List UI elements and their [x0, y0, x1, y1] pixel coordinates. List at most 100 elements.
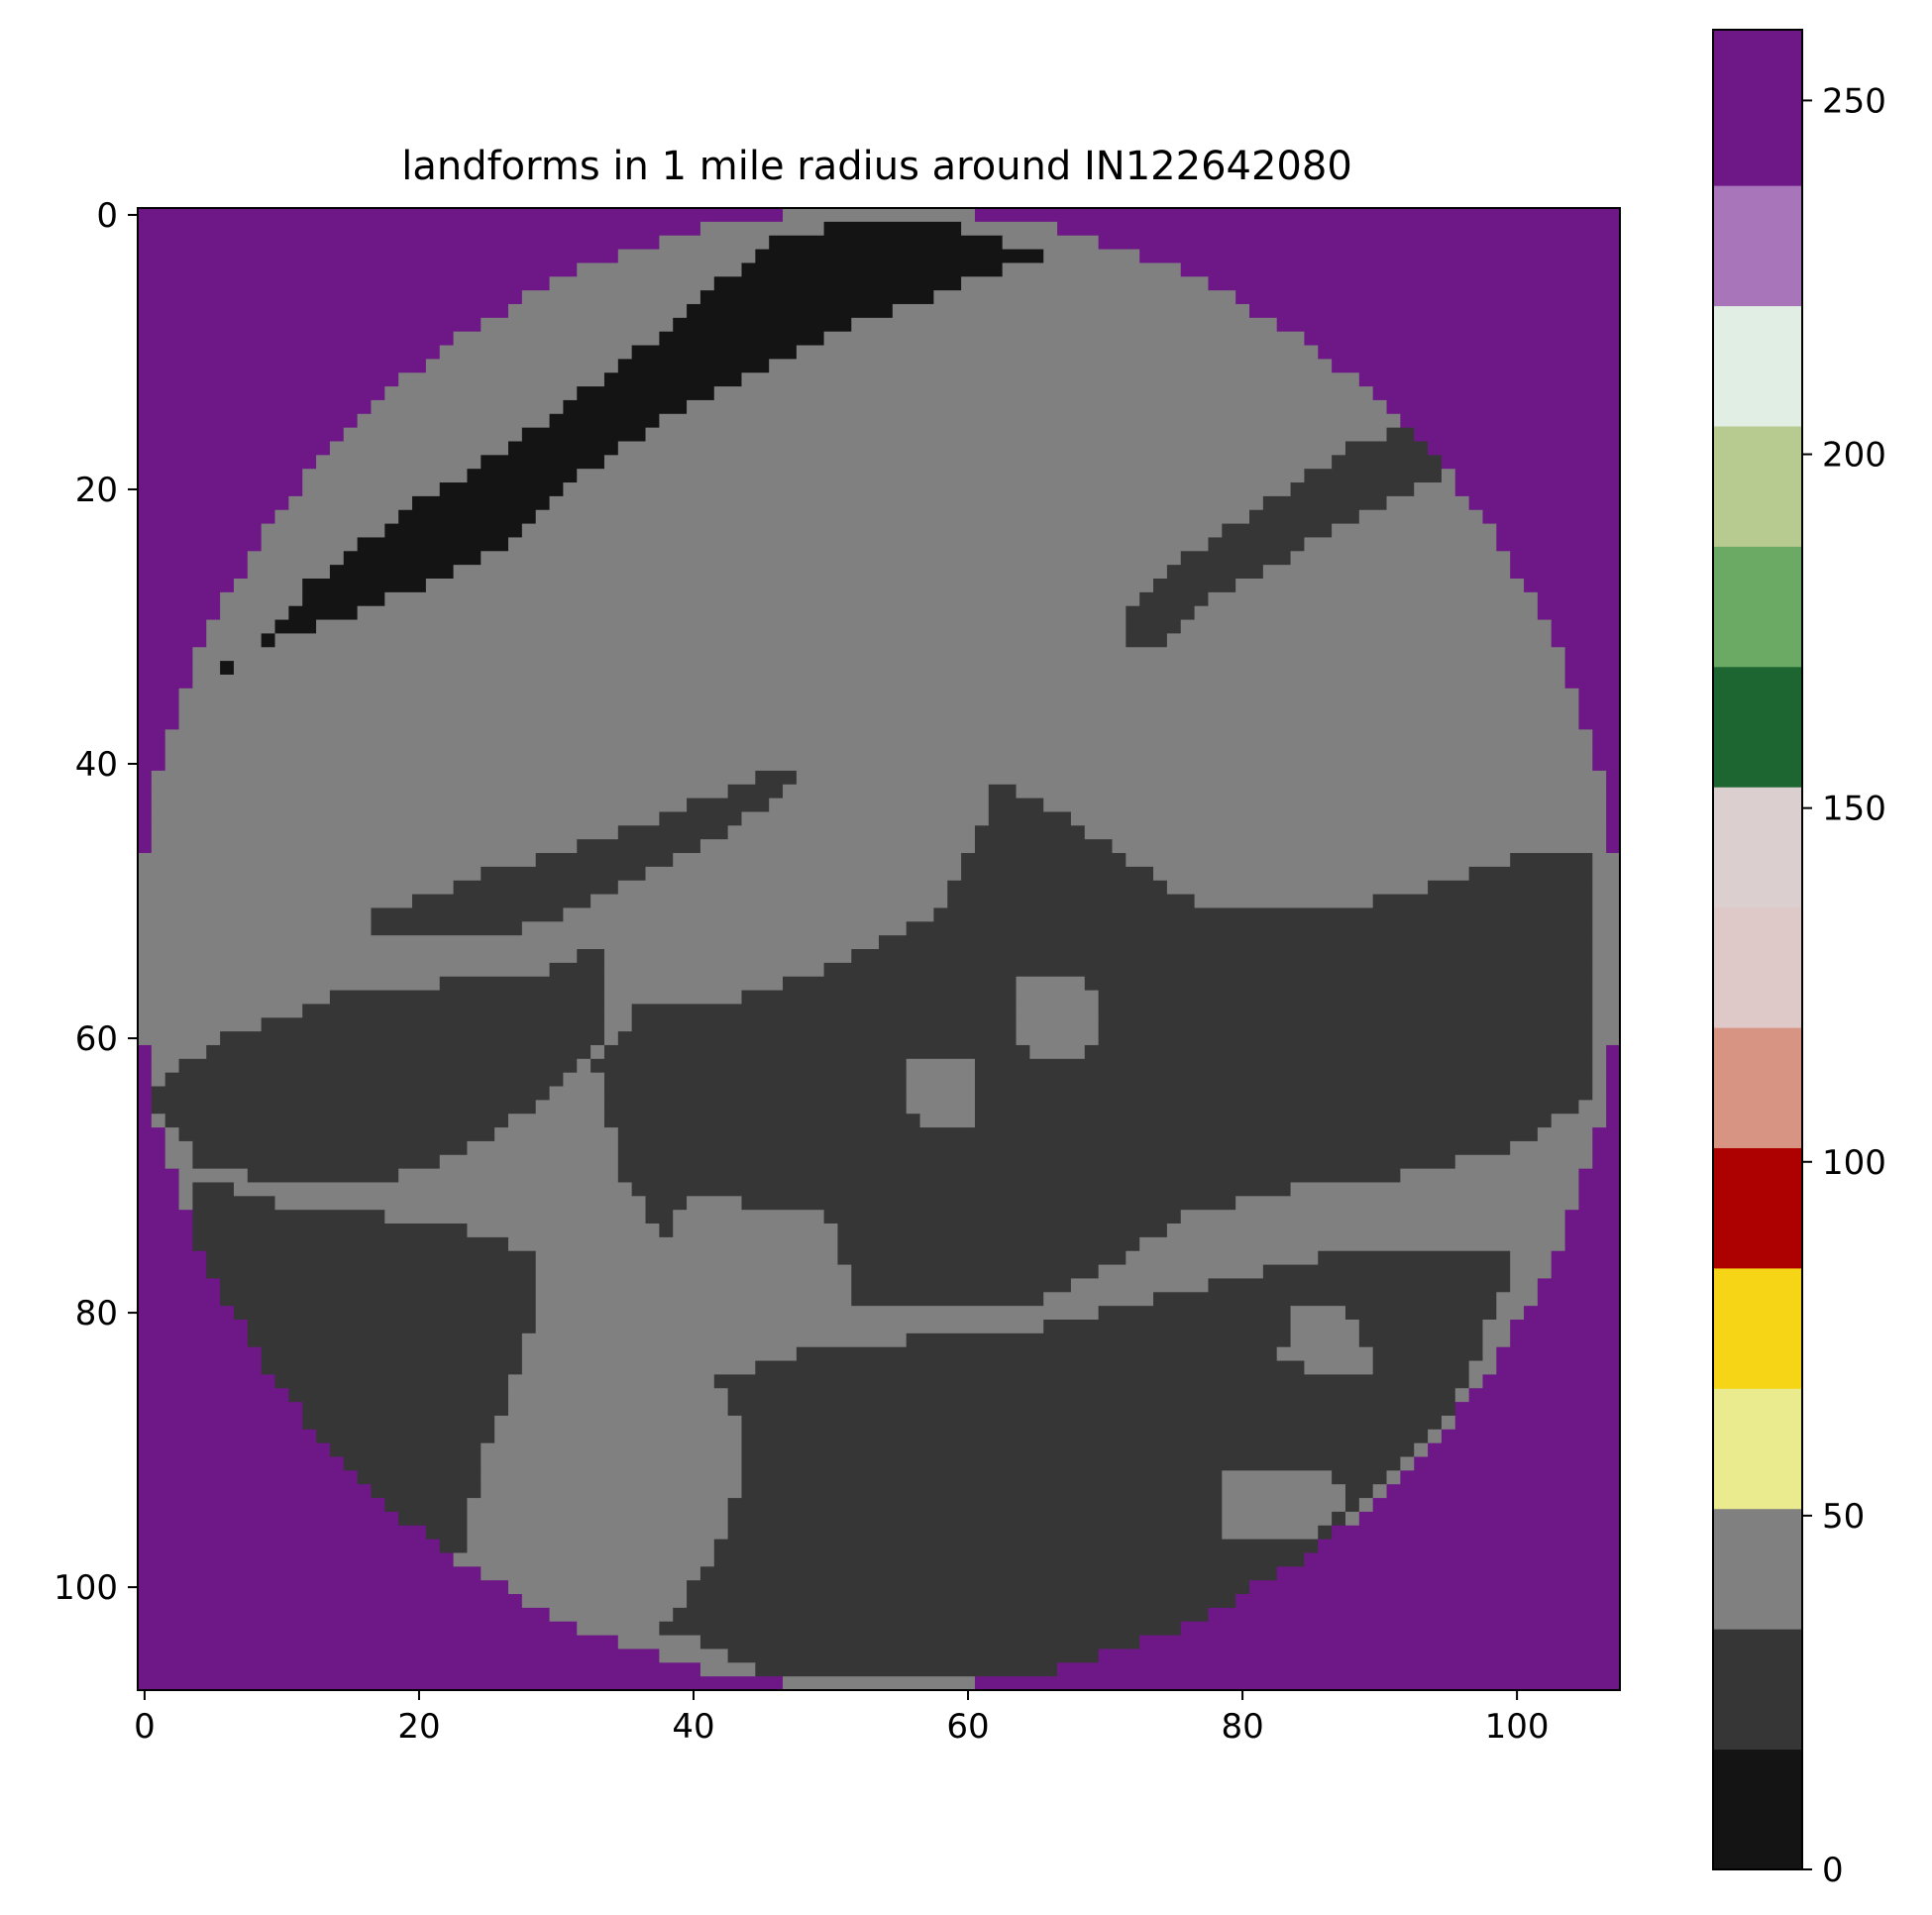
heatmap-cell	[261, 1360, 523, 1376]
plot-frame	[137, 207, 1621, 1691]
heatmap-cell	[1304, 331, 1621, 347]
heatmap-cell	[288, 495, 413, 511]
heatmap-cell	[439, 976, 605, 992]
heatmap-cell	[1606, 1086, 1621, 1101]
heatmap-cell	[138, 1236, 194, 1252]
heatmap-cell	[164, 743, 1593, 758]
heatmap-cell	[261, 1346, 523, 1362]
heatmap-cell	[687, 303, 894, 319]
heatmap-cell	[138, 770, 153, 786]
heatmap-cell	[302, 579, 427, 593]
heatmap-cell	[384, 591, 1140, 607]
heatmap-cell	[1496, 537, 1621, 552]
heatmap-cell	[1592, 1127, 1621, 1142]
heatmap-cell	[590, 1044, 605, 1060]
heatmap-cell	[138, 1346, 263, 1362]
heatmap-cell	[1098, 1649, 1621, 1663]
heatmap-cell	[1126, 1250, 1319, 1266]
heatmap-cell	[138, 729, 166, 744]
colorbar-segment	[1713, 666, 1802, 788]
heatmap-cell	[783, 784, 990, 799]
heatmap-cell	[1043, 798, 1607, 813]
heatmap-cell	[467, 469, 578, 483]
heatmap-cell	[1043, 1292, 1154, 1307]
heatmap-cell	[535, 853, 674, 868]
heatmap-cell	[673, 853, 962, 868]
heatmap-cell	[138, 235, 660, 251]
heatmap-cell	[178, 1058, 578, 1074]
colorbar-tick-label: 0	[1822, 1851, 1844, 1890]
colorbar-frame	[1712, 29, 1803, 1870]
heatmap-cell	[138, 1196, 180, 1211]
heatmap-cell	[343, 551, 482, 566]
heatmap-cell	[1606, 1114, 1621, 1128]
heatmap-cell	[1510, 565, 1621, 580]
heatmap-cell	[741, 263, 1004, 277]
heatmap-cell	[138, 1374, 276, 1389]
heatmap-cell	[741, 990, 1018, 1006]
heatmap-cell	[1043, 249, 1140, 265]
heatmap-cell	[837, 1236, 1140, 1252]
heatmap-cell	[261, 633, 276, 648]
heatmap-cell	[329, 1442, 482, 1458]
heatmap-cell	[151, 770, 756, 786]
heatmap-cell	[138, 290, 523, 305]
heatmap-cell	[1441, 1429, 1621, 1444]
heatmap-cell	[1372, 1360, 1470, 1376]
heatmap-cell	[1510, 1332, 1621, 1348]
heatmap-cell	[1153, 866, 1470, 882]
y-tick-label: 20	[75, 471, 118, 510]
heatmap-cell	[1482, 1332, 1511, 1348]
heatmap-cell	[699, 839, 976, 854]
heatmap-cell	[892, 303, 1250, 319]
heatmap-cell	[1414, 1456, 1621, 1471]
heatmap-cell	[521, 1594, 688, 1609]
heatmap-cell	[727, 1402, 1456, 1417]
heatmap-cell	[138, 372, 399, 387]
heatmap-cell	[398, 1511, 469, 1527]
heatmap-cell	[1070, 811, 1607, 826]
heatmap-cell	[741, 372, 1360, 387]
heatmap-cell	[220, 605, 289, 621]
heatmap-cell	[138, 866, 482, 882]
heatmap-cell	[1372, 1484, 1388, 1499]
heatmap-cell	[178, 715, 1580, 730]
heatmap-cell	[1592, 921, 1621, 936]
heatmap-cell	[1564, 674, 1621, 690]
heatmap-cell	[138, 1223, 194, 1238]
x-tick-label: 20	[397, 1707, 440, 1747]
heatmap-cell	[1578, 1100, 1607, 1115]
heatmap-cell	[1222, 1484, 1346, 1499]
heatmap-cell	[192, 1154, 441, 1170]
colorbar: 0 50 100 150 200 250	[1712, 29, 1886, 1890]
heatmap-cell	[138, 469, 303, 483]
heatmap-cell	[138, 208, 784, 223]
heatmap-cell	[508, 1236, 839, 1252]
heatmap-cell	[453, 880, 619, 896]
heatmap-cell	[1372, 1498, 1621, 1513]
heatmap-cell	[1029, 1044, 1086, 1060]
heatmap-cell	[603, 1017, 633, 1032]
heatmap-cell	[1606, 1044, 1621, 1060]
heatmap-cell	[603, 949, 852, 964]
heatmap-cell	[138, 1182, 180, 1197]
heatmap-cell	[138, 839, 153, 854]
heatmap-cell	[755, 770, 798, 786]
heatmap-cell	[1414, 427, 1621, 443]
heatmap-cell	[851, 1292, 1044, 1307]
heatmap-cell	[1564, 661, 1621, 676]
x-tick-label: 80	[1221, 1707, 1263, 1747]
heatmap-cell	[687, 1196, 743, 1211]
heatmap-cell	[1126, 619, 1182, 635]
heatmap-cell	[1084, 825, 1607, 840]
heatmap-cell	[371, 1484, 482, 1499]
heatmap-cell	[1098, 1264, 1264, 1280]
heatmap-cell	[603, 962, 825, 978]
heatmap-cell	[1098, 235, 1621, 251]
heatmap-cell	[974, 1100, 1580, 1115]
heatmap-cell	[138, 413, 359, 429]
heatmap-cell	[151, 1100, 537, 1115]
heatmap-cell	[1551, 1264, 1621, 1280]
heatmap-cell	[1454, 1415, 1621, 1431]
heatmap-cell	[549, 962, 605, 978]
